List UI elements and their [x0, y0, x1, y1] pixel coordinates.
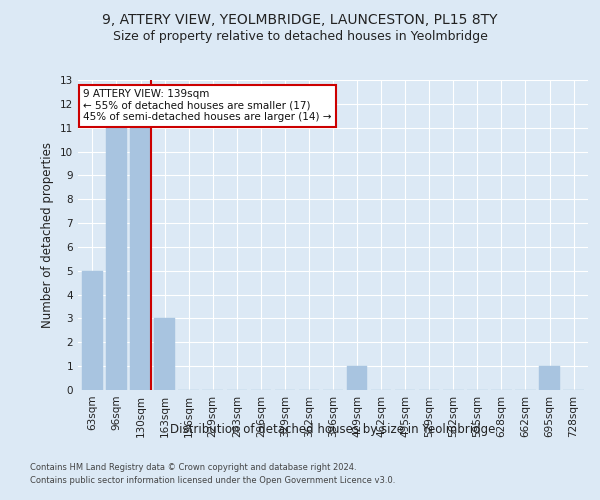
Bar [82, 271, 103, 390]
Bar [347, 366, 367, 390]
Bar [130, 128, 151, 390]
Text: 9, ATTERY VIEW, YEOLMBRIDGE, LAUNCESTON, PL15 8TY: 9, ATTERY VIEW, YEOLMBRIDGE, LAUNCESTON,… [102, 12, 498, 26]
Text: Contains public sector information licensed under the Open Government Licence v3: Contains public sector information licen… [30, 476, 395, 485]
Text: Contains HM Land Registry data © Crown copyright and database right 2024.: Contains HM Land Registry data © Crown c… [30, 464, 356, 472]
Text: 9 ATTERY VIEW: 139sqm
← 55% of detached houses are smaller (17)
45% of semi-deta: 9 ATTERY VIEW: 139sqm ← 55% of detached … [83, 90, 332, 122]
Y-axis label: Number of detached properties: Number of detached properties [41, 142, 55, 328]
Text: Size of property relative to detached houses in Yeolmbridge: Size of property relative to detached ho… [113, 30, 487, 43]
Text: Distribution of detached houses by size in Yeolmbridge: Distribution of detached houses by size … [170, 422, 496, 436]
Bar [154, 318, 175, 390]
Bar [539, 366, 560, 390]
Bar [106, 128, 127, 390]
